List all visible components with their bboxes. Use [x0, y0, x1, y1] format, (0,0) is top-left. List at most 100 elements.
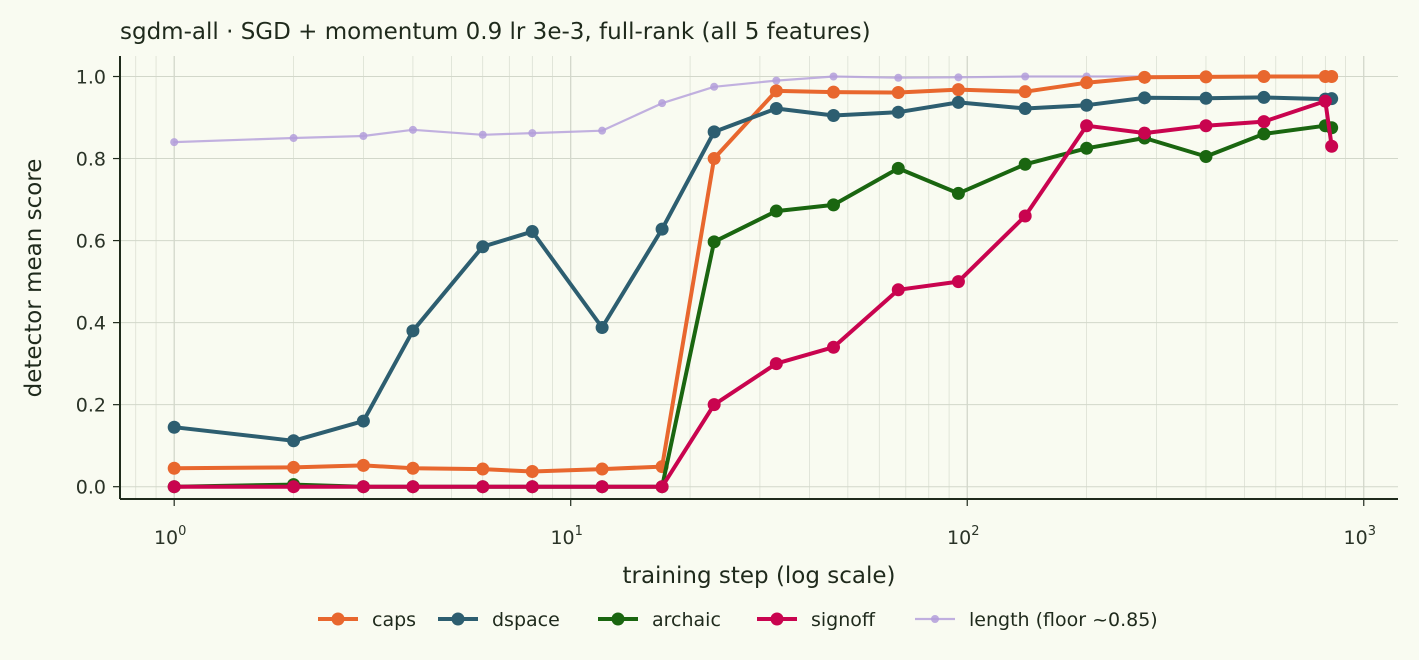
data-point-caps: [406, 461, 420, 475]
y-tick-label: 1.0: [76, 67, 106, 89]
legend-swatch-marker: [331, 612, 345, 626]
data-point-dspace: [1018, 102, 1032, 116]
axes: [113, 56, 1398, 506]
data-point-archaic: [827, 198, 841, 212]
data-point-signoff: [655, 480, 669, 494]
chart-title: sgdm-all · SGD + momentum 0.9 lr 3e-3, f…: [120, 19, 871, 45]
legend-item-signoff: signoff: [757, 609, 876, 631]
data-point-archaic: [1080, 141, 1094, 155]
data-point-signoff: [1318, 94, 1332, 108]
data-point-signoff: [525, 480, 539, 494]
y-tick-label: 0.2: [76, 395, 106, 417]
data-point-length-floor-0-85: [954, 73, 963, 82]
y-tick-label: 0.8: [76, 149, 106, 171]
data-point-dspace: [951, 95, 965, 109]
x-tick-label: 101: [550, 524, 582, 549]
data-point-caps: [595, 462, 609, 476]
data-point-caps: [287, 460, 301, 474]
series-signoff: [167, 94, 1339, 494]
series-caps: [167, 70, 1339, 479]
series-archaic: [167, 119, 1339, 494]
legend-item-archaic: archaic: [598, 609, 721, 631]
data-point-dspace: [525, 225, 539, 239]
series-line-caps: [172, 74, 1334, 474]
series-length-floor-0-85: [170, 72, 1336, 147]
legend-item-caps: caps: [318, 609, 416, 631]
series-line-archaic: [172, 123, 1334, 489]
data-point-caps: [1080, 76, 1094, 90]
x-axis-label: training step (log scale): [622, 563, 895, 589]
data-point-signoff: [1080, 119, 1094, 133]
data-point-length-floor-0-85: [408, 125, 417, 134]
data-point-dspace: [1080, 98, 1094, 112]
data-point-length-floor-0-85: [710, 82, 719, 91]
series-line-dspace: [172, 95, 1334, 443]
data-point-archaic: [951, 186, 965, 200]
data-point-length-floor-0-85: [894, 73, 903, 82]
data-point-dspace: [769, 102, 783, 116]
data-point-caps: [891, 86, 905, 100]
data-point-signoff: [827, 340, 841, 354]
data-point-dspace: [167, 420, 181, 434]
data-point-signoff: [891, 283, 905, 297]
y-tick-label: 0.0: [76, 477, 106, 499]
data-point-caps: [769, 84, 783, 98]
data-point-length-floor-0-85: [1021, 72, 1030, 81]
data-point-archaic: [769, 204, 783, 218]
data-point-signoff: [476, 480, 490, 494]
data-point-length-floor-0-85: [478, 130, 487, 139]
legend-swatch-marker: [770, 612, 784, 626]
legend-label: length (floor ~0.85): [969, 609, 1158, 631]
data-point-length-floor-0-85: [359, 131, 368, 140]
legend-label: dspace: [492, 609, 560, 631]
data-point-signoff: [1257, 115, 1271, 129]
legend-item-length-floor-0-85: length (floor ~0.85): [915, 609, 1158, 631]
tick-labels: 100 101 102 103 0.0 0.2 0.4 0.6 0.8 1.0: [76, 67, 1376, 549]
data-point-caps: [1138, 70, 1152, 84]
data-point-archaic: [891, 161, 905, 175]
data-point-dspace: [1199, 91, 1213, 105]
data-point-caps: [476, 462, 490, 476]
data-point-signoff: [356, 480, 370, 494]
series-line-signoff: [172, 99, 1334, 489]
data-point-dspace: [707, 125, 721, 139]
data-point-signoff: [951, 275, 965, 289]
data-point-length-floor-0-85: [772, 76, 781, 85]
data-point-caps: [951, 83, 965, 97]
data-point-length-floor-0-85: [598, 126, 607, 135]
data-point-signoff: [1018, 209, 1032, 223]
data-point-length-floor-0-85: [289, 134, 298, 143]
data-point-dspace: [1138, 91, 1152, 105]
data-point-dspace: [287, 434, 301, 448]
legend-swatch-marker: [931, 615, 939, 623]
data-point-dspace: [476, 240, 490, 254]
data-point-signoff: [595, 480, 609, 494]
x-tick-label: 103: [1344, 524, 1376, 549]
legend-swatch-marker: [611, 612, 625, 626]
data-point-signoff: [287, 480, 301, 494]
data-point-length-floor-0-85: [528, 129, 537, 138]
legend-label: caps: [372, 609, 416, 631]
x-tick-label: 102: [947, 524, 979, 549]
data-point-caps: [707, 152, 721, 166]
data-point-archaic: [1257, 127, 1271, 141]
x-tick-label: 100: [154, 524, 186, 549]
data-point-length-floor-0-85: [170, 138, 179, 147]
y-tick-label: 0.4: [76, 313, 106, 335]
data-point-signoff: [1325, 139, 1339, 153]
y-axis-label: detector mean score: [21, 159, 47, 398]
series-dspace: [167, 90, 1339, 448]
legend-item-dspace: dspace: [438, 609, 560, 631]
data-point-caps: [827, 85, 841, 99]
data-point-caps: [1199, 70, 1213, 84]
data-point-signoff: [1138, 126, 1152, 140]
data-point-signoff: [769, 357, 783, 371]
data-point-dspace: [356, 414, 370, 428]
y-tick-label: 0.6: [76, 231, 106, 253]
data-point-caps: [525, 465, 539, 479]
legend: caps dspace archaic signoff length (floor ~0…: [318, 609, 1158, 631]
data-point-length-floor-0-85: [658, 99, 667, 108]
data-point-signoff: [167, 480, 181, 494]
data-point-dspace: [655, 222, 669, 236]
